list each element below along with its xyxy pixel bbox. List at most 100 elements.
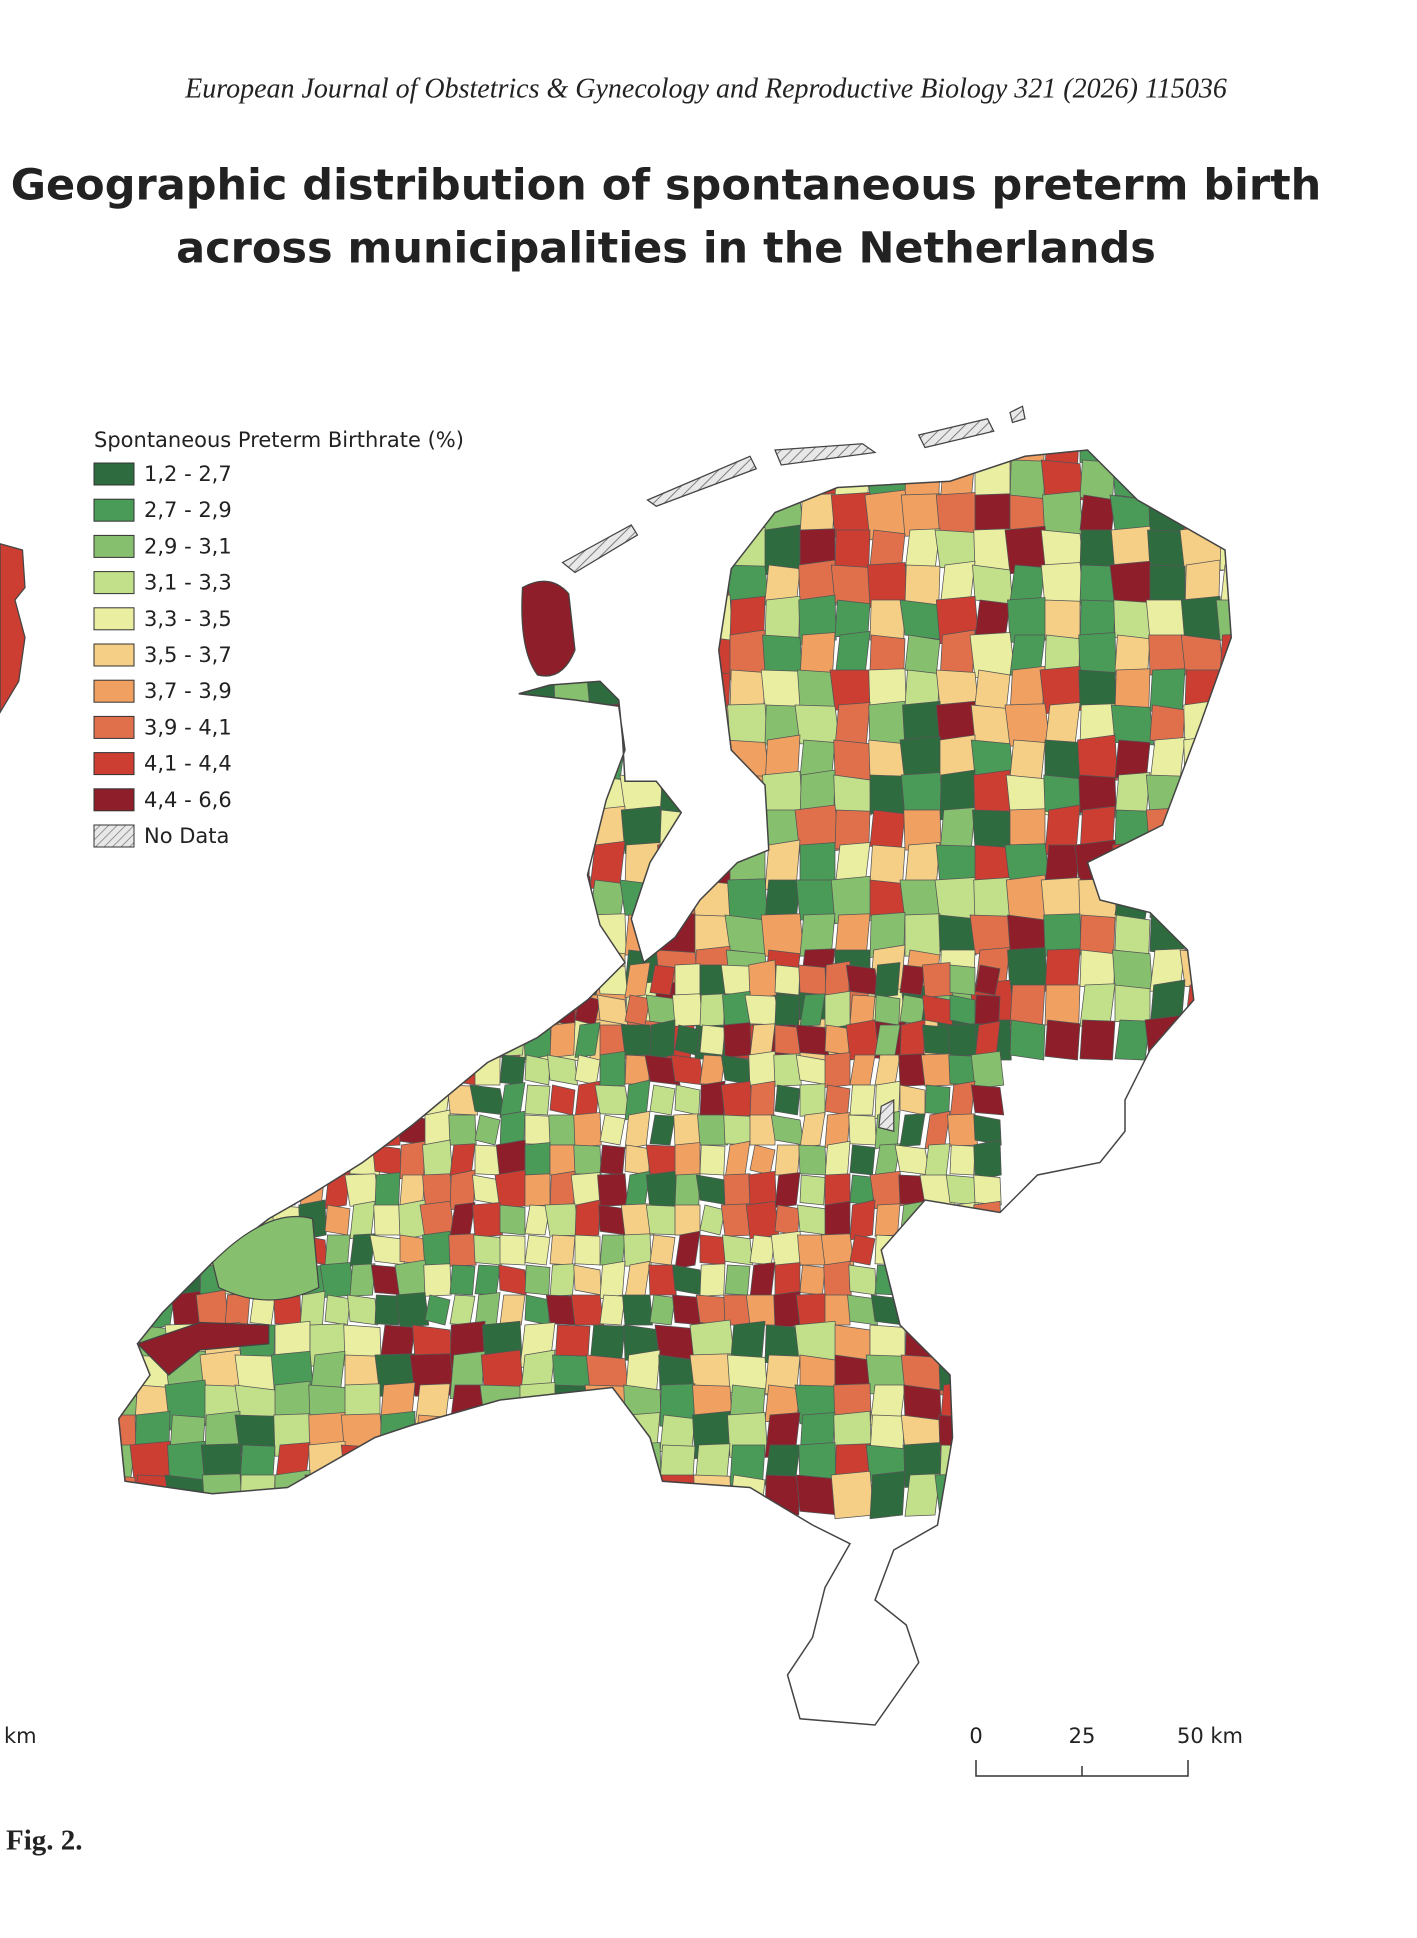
- municipality: [524, 1264, 551, 1296]
- municipality: [118, 1024, 126, 1056]
- municipality: [1112, 949, 1153, 991]
- municipality: [655, 450, 700, 466]
- island-no-data: [561, 524, 639, 574]
- municipality: [1149, 1324, 1186, 1366]
- municipality: [659, 630, 696, 680]
- municipality: [599, 1260, 626, 1300]
- municipality: [519, 738, 556, 782]
- municipality: [949, 964, 976, 996]
- municipality: [969, 632, 1016, 678]
- municipality: [299, 994, 326, 1026]
- municipality: [472, 1202, 503, 1238]
- municipality: [1114, 984, 1151, 1026]
- municipality: [399, 964, 426, 996]
- island-no-data: [774, 443, 877, 466]
- municipality: [220, 994, 255, 1026]
- municipality: [820, 1233, 855, 1267]
- municipality: [274, 914, 311, 956]
- municipality: [235, 808, 280, 852]
- municipality: [1114, 1322, 1151, 1368]
- municipality: [224, 1054, 251, 1086]
- municipality: [699, 1204, 726, 1236]
- municipality: [554, 844, 591, 886]
- municipality: [1215, 1409, 1232, 1461]
- municipality: [518, 1444, 557, 1486]
- municipality: [199, 1204, 226, 1236]
- municipality: [124, 964, 151, 996]
- municipality: [249, 1114, 276, 1146]
- municipality: [324, 1024, 351, 1056]
- municipality: [599, 1114, 626, 1146]
- municipality: [414, 1473, 451, 1517]
- municipality: [274, 877, 311, 923]
- municipality: [224, 1084, 251, 1116]
- municipality: [849, 1199, 876, 1241]
- municipality: [587, 1442, 628, 1488]
- municipality: [447, 1084, 478, 1116]
- municipality: [760, 669, 805, 711]
- municipality: [447, 738, 488, 782]
- municipality: [309, 949, 346, 991]
- municipality: [239, 564, 276, 606]
- municipality: [974, 964, 1001, 996]
- municipality: [118, 1174, 128, 1206]
- municipality: [173, 1114, 202, 1146]
- scale-label: 0: [969, 1724, 982, 1748]
- municipality: [235, 634, 280, 676]
- municipality: [1219, 1017, 1232, 1063]
- municipality: [524, 1114, 551, 1146]
- municipality: [449, 632, 486, 678]
- island-no-data: [646, 455, 758, 507]
- municipality: [220, 964, 255, 996]
- municipality: [483, 1414, 522, 1456]
- municipality: [938, 914, 977, 956]
- municipality: [549, 1084, 576, 1116]
- municipality: [349, 964, 376, 996]
- municipality: [624, 842, 661, 888]
- municipality: [174, 1084, 201, 1116]
- municipality: [924, 1294, 951, 1326]
- municipality: [197, 1082, 228, 1118]
- map-fragment: [0, 543, 26, 714]
- legend-label: 3,7 - 3,9: [144, 679, 232, 703]
- journal-header: European Journal of Obstetrics & Gynecol…: [184, 73, 1227, 104]
- legend-label: 2,9 - 3,1: [144, 534, 232, 558]
- municipality: [574, 1054, 601, 1086]
- municipality: [749, 1234, 776, 1266]
- municipality: [833, 739, 872, 781]
- municipality: [1149, 668, 1186, 712]
- municipality: [273, 493, 312, 537]
- municipality: [413, 772, 452, 818]
- island: [136, 1321, 270, 1376]
- municipality: [147, 1050, 178, 1090]
- municipality: [1149, 879, 1186, 921]
- municipality: [220, 1140, 255, 1180]
- municipality: [118, 964, 126, 996]
- municipality: [848, 1264, 877, 1296]
- municipality: [118, 949, 140, 991]
- municipality: [622, 1294, 653, 1326]
- municipality: [449, 1442, 486, 1488]
- legend-label: 1,2 - 2,7: [144, 462, 232, 486]
- municipality: [1219, 1324, 1232, 1366]
- municipality: [973, 1114, 1002, 1146]
- municipality: [274, 773, 311, 817]
- municipality: [309, 489, 346, 541]
- municipality: [519, 879, 556, 921]
- municipality: [484, 739, 521, 781]
- legend-label: 4,1 - 4,4: [144, 752, 232, 776]
- municipality: [414, 529, 451, 571]
- municipality: [309, 634, 346, 676]
- municipality: [1114, 1474, 1151, 1516]
- municipality: [1184, 457, 1221, 503]
- municipality: [674, 1230, 701, 1270]
- municipality: [699, 1024, 726, 1056]
- municipality: [414, 874, 451, 926]
- municipality: [548, 1114, 577, 1146]
- municipality: [834, 529, 871, 571]
- municipality: [1215, 599, 1232, 641]
- municipality: [1183, 1474, 1222, 1516]
- municipality: [972, 564, 1013, 606]
- municipality: [674, 963, 701, 997]
- municipality: [974, 994, 1001, 1026]
